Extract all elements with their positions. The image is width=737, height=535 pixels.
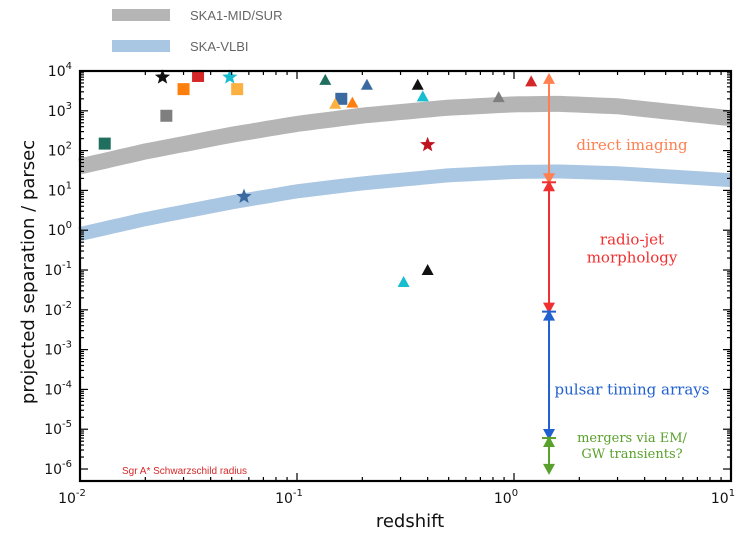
data-point-triangle	[346, 96, 359, 108]
region-label: GW transients?	[581, 447, 682, 462]
x-axis-label: redshift	[376, 511, 444, 532]
x-tick-label: 100	[494, 488, 518, 507]
data-point-square	[335, 92, 348, 105]
region-arrow-head	[543, 429, 556, 441]
data-point-triangle	[397, 275, 410, 287]
region-label: morphology	[587, 248, 678, 266]
plot-frame	[78, 69, 733, 483]
y-tick-label: 103	[48, 101, 72, 120]
region-label: direct imaging	[576, 136, 688, 154]
y-tick-label: 100	[48, 220, 72, 239]
data-point-square	[160, 109, 173, 122]
region-arrow-head	[543, 72, 556, 84]
data-point-triangle	[329, 97, 342, 109]
data-point-square	[98, 137, 111, 150]
data-point-triangle	[421, 264, 434, 276]
y-tick-label: 10-3	[44, 340, 72, 359]
region-arrow-head	[543, 309, 556, 321]
legend-label-skavlbi: SKA-VLBI	[190, 39, 249, 54]
x-tick-label: 10-1	[275, 488, 303, 507]
data-point-triangle	[319, 73, 332, 85]
data-point-star	[222, 69, 238, 84]
region-arrow-head	[543, 463, 556, 475]
data-point-triangle	[525, 75, 538, 87]
sgr-annotation: Sgr A* Schwarzschild radius	[122, 466, 247, 477]
y-tick-label: 10-2	[44, 300, 72, 319]
region-arrow-head	[543, 180, 556, 192]
region-arrow-head	[543, 302, 556, 314]
y-tick-label: 10-1	[44, 260, 72, 279]
region-label: pulsar timing arrays	[555, 380, 710, 398]
data-point-star	[420, 136, 436, 152]
region-arrow-head	[543, 173, 556, 185]
data-point-triangle	[492, 91, 505, 103]
axis-ticks: 10-2 10-1 100 101 104 103 102 101 100 10-1 10-2 10-…	[44, 61, 735, 507]
x-tick-label: 10-2	[58, 488, 86, 507]
data-point-triangle	[416, 90, 429, 102]
band-ska-vlbi	[78, 164, 732, 241]
data-point-star	[154, 69, 171, 84]
data-point-square	[231, 83, 244, 96]
legend: SKA1-MID/SUR SKA-VLBI	[112, 8, 282, 54]
region-label: mergers via EM/	[577, 431, 687, 446]
region-arrow-head	[543, 436, 556, 448]
y-tick-label: 102	[48, 141, 72, 160]
data-point-square	[192, 69, 205, 82]
y-tick-label: 104	[48, 61, 72, 80]
data-point-square	[177, 83, 190, 96]
x-tick-label: 101	[711, 488, 735, 507]
data-point-star	[236, 188, 252, 203]
y-tick-label: 10-5	[44, 419, 72, 438]
data-point-triangle	[411, 78, 424, 90]
band-ska1-mid-sur	[78, 95, 732, 175]
y-axis-label: projected separation / parsec	[18, 140, 39, 404]
legend-label-ska1: SKA1-MID/SUR	[190, 8, 282, 23]
y-tick-label: 10-6	[44, 459, 72, 478]
data-points	[98, 69, 538, 287]
y-tick-label: 10-4	[44, 379, 72, 398]
region-label: radio-jet	[600, 230, 664, 248]
data-point-triangle	[360, 78, 373, 90]
y-tick-label: 101	[48, 180, 72, 199]
